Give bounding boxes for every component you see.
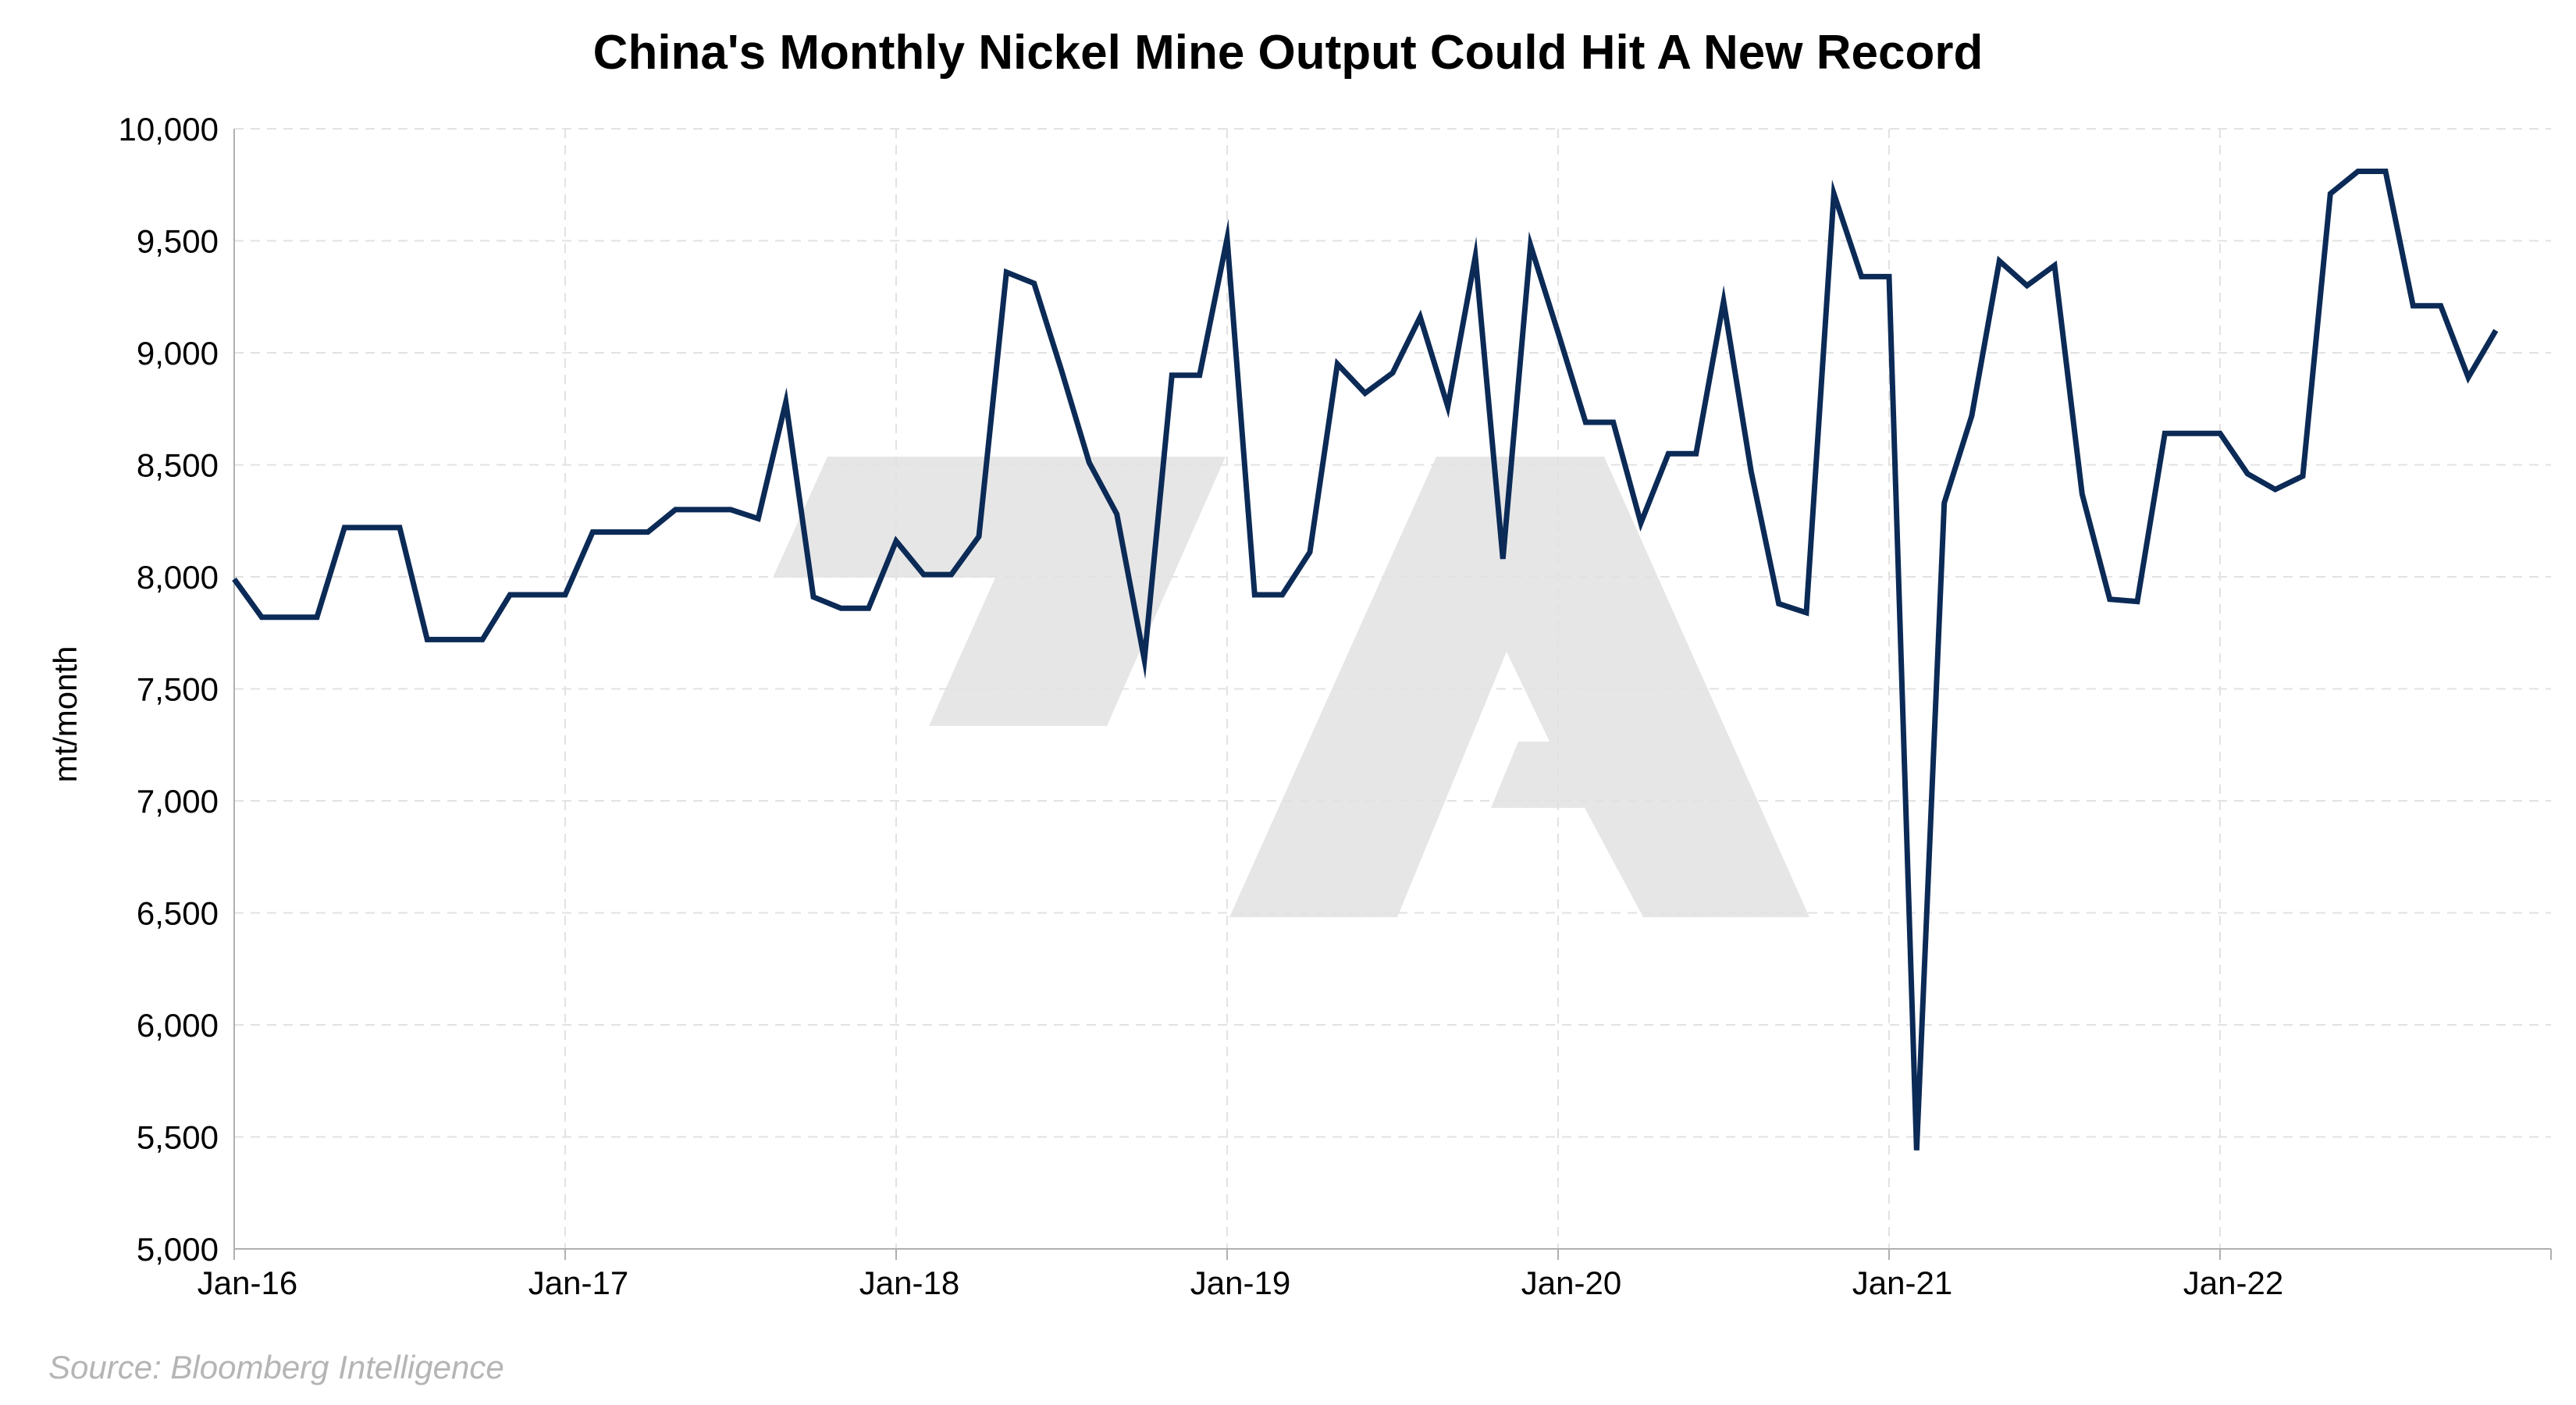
y-tick-label: 7,500 bbox=[137, 671, 219, 708]
source-note: Source: Bloomberg Intelligence bbox=[48, 1349, 504, 1385]
series-layer bbox=[232, 169, 2499, 1151]
x-tick-label: Jan-17 bbox=[528, 1264, 628, 1301]
y-tick-label: 6,500 bbox=[137, 895, 219, 932]
series-line bbox=[232, 169, 2499, 1151]
tick-labels: 5,000 5,500 6,000 6,500 7,000 7,500 8,000 8,500… bbox=[119, 111, 2284, 1301]
y-tick-label: 5,000 bbox=[137, 1231, 219, 1268]
x-tick-label: Jan-21 bbox=[1852, 1264, 1952, 1301]
chart-title: China's Monthly Nickel Mine Output Could… bbox=[592, 26, 1984, 80]
x-tick-label: Jan-16 bbox=[197, 1264, 297, 1301]
logo-watermark bbox=[773, 457, 1809, 917]
y-tick-label: 8,500 bbox=[137, 447, 219, 484]
y-tick-label: 9,500 bbox=[137, 223, 219, 260]
y-tick-label: 9,000 bbox=[137, 335, 219, 372]
axes bbox=[233, 129, 2552, 1260]
x-tick-label: Jan-20 bbox=[1521, 1264, 1621, 1301]
y-tick-label: 6,000 bbox=[137, 1007, 219, 1044]
x-tick-label: Jan-18 bbox=[859, 1264, 959, 1301]
y-axis-title: mt/month bbox=[47, 646, 84, 782]
y-tick-label: 5,500 bbox=[137, 1119, 219, 1156]
y-tick-label: 10,000 bbox=[119, 111, 219, 148]
x-tick-label: Jan-19 bbox=[1190, 1264, 1290, 1301]
x-tick-label: Jan-22 bbox=[2183, 1264, 2283, 1301]
y-tick-label: 8,000 bbox=[137, 559, 219, 596]
y-tick-label: 7,000 bbox=[137, 783, 219, 820]
